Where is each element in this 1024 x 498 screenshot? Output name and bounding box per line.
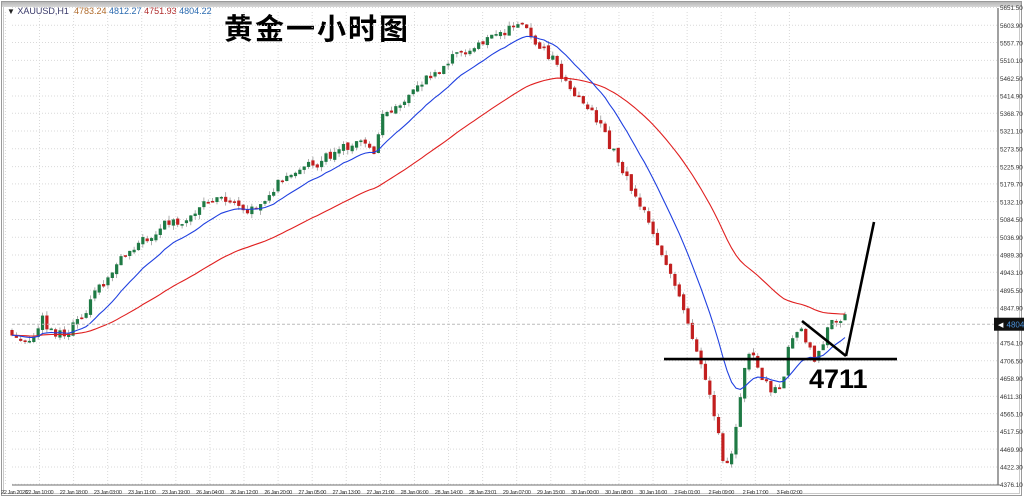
svg-text:4706.50: 4706.50 (1000, 358, 1023, 365)
svg-text:29 Jan 15:00: 29 Jan 15:00 (537, 490, 565, 496)
svg-text:27 Jan 21:00: 27 Jan 21:00 (367, 490, 395, 496)
svg-text:5273.50: 5273.50 (1000, 146, 1023, 153)
svg-text:28 Jan 23:01: 28 Jan 23:01 (469, 490, 497, 496)
svg-text:4376.10: 4376.10 (1000, 482, 1023, 489)
svg-text:5225.90: 5225.90 (1000, 164, 1023, 171)
svg-text:◀: ◀ (998, 322, 1004, 329)
svg-text:5414.90: 5414.90 (1000, 94, 1023, 101)
svg-text:27 Jan 05:00: 27 Jan 05:00 (298, 490, 326, 496)
svg-text:29 Jan 07:00: 29 Jan 07:00 (503, 490, 531, 496)
svg-text:30 Jan 00:00: 30 Jan 00:00 (571, 490, 599, 496)
svg-text:4847.90: 4847.90 (1000, 306, 1023, 313)
svg-text:5084.50: 5084.50 (1000, 217, 1023, 224)
svg-text:23 Jan 19:00: 23 Jan 19:00 (162, 490, 190, 496)
svg-text:30 Jan 08:00: 30 Jan 08:00 (605, 490, 633, 496)
svg-text:27 Jan 13:00: 27 Jan 13:00 (332, 490, 360, 496)
svg-text:30 Jan 16:00: 30 Jan 16:00 (639, 490, 667, 496)
svg-text:4895.50: 4895.50 (1000, 288, 1023, 295)
svg-text:23 Jan 11:00: 23 Jan 11:00 (128, 490, 155, 496)
svg-text:5036.90: 5036.90 (1000, 235, 1023, 242)
svg-text:22 Jan 2026: 22 Jan 2026 (1, 490, 28, 496)
svg-text:5557.70: 5557.70 (1000, 40, 1023, 47)
svg-text:26 Jan 12:00: 26 Jan 12:00 (230, 490, 258, 496)
svg-text:5132.10: 5132.10 (1000, 199, 1023, 206)
svg-text:4517.50: 4517.50 (1000, 429, 1023, 436)
svg-text:4754.10: 4754.10 (1000, 341, 1023, 348)
svg-text:26 Jan 04:00: 26 Jan 04:00 (196, 490, 224, 496)
svg-text:2 Feb 09:00: 2 Feb 09:00 (708, 490, 734, 496)
svg-text:23 Jan 03:00: 23 Jan 03:00 (94, 490, 122, 496)
svg-text:2 Feb 17:00: 2 Feb 17:00 (743, 490, 769, 496)
svg-text:4611.30: 4611.30 (1000, 394, 1023, 401)
svg-text:5321.10: 5321.10 (1000, 129, 1023, 136)
svg-text:4989.30: 4989.30 (1000, 253, 1023, 260)
svg-text:22 Jan 18:00: 22 Jan 18:00 (60, 490, 88, 496)
svg-text:5462.50: 5462.50 (1000, 76, 1023, 83)
svg-text:4658.90: 4658.90 (1000, 376, 1023, 383)
svg-text:4943.10: 4943.10 (1000, 270, 1023, 277)
svg-text:28 Jan 14:00: 28 Jan 14:00 (435, 490, 463, 496)
svg-text:4565.10: 4565.10 (1000, 411, 1023, 418)
svg-text:5603.90: 5603.90 (1000, 23, 1023, 30)
svg-text:5651.50: 5651.50 (1000, 5, 1023, 12)
svg-text:4711: 4711 (809, 364, 868, 394)
svg-text:26 Jan 20:00: 26 Jan 20:00 (264, 490, 292, 496)
svg-text:28 Jan 06:00: 28 Jan 06:00 (401, 490, 429, 496)
svg-text:5368.70: 5368.70 (1000, 111, 1023, 118)
svg-text:4469.90: 4469.90 (1000, 447, 1023, 454)
svg-text:22 Jan 10:00: 22 Jan 10:00 (26, 490, 54, 496)
svg-text:5510.10: 5510.10 (1000, 58, 1023, 65)
svg-text:3 Feb 02:00: 3 Feb 02:00 (777, 490, 803, 496)
svg-text:4422.30: 4422.30 (1000, 465, 1023, 472)
svg-text:5179.70: 5179.70 (1000, 182, 1023, 189)
svg-text:4804.22: 4804.22 (1007, 321, 1024, 330)
svg-text:2 Feb 01:00: 2 Feb 01:00 (674, 490, 700, 496)
